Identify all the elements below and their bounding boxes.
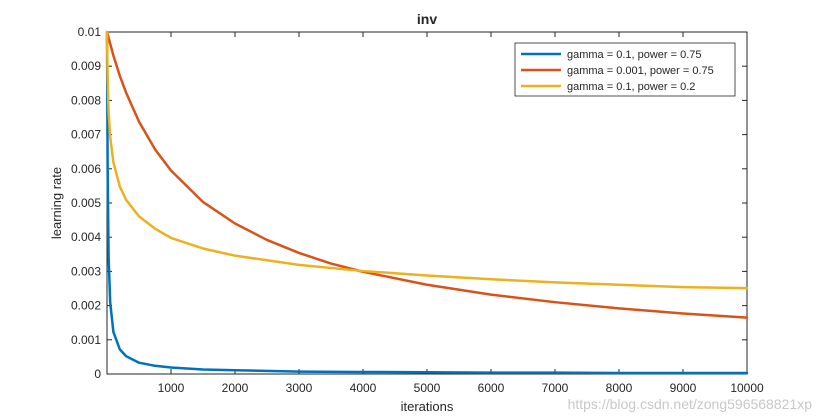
x-tick-label: 8000	[606, 381, 633, 395]
x-tick-label: 10000	[730, 381, 764, 395]
y-tick-label: 0.002	[71, 299, 101, 313]
x-tick-label: 7000	[542, 381, 569, 395]
x-tick-label: 1000	[158, 381, 185, 395]
x-tick-label: 6000	[478, 381, 505, 395]
x-tick-label: 5000	[414, 381, 441, 395]
y-tick-label: 0.005	[71, 196, 101, 210]
series-line-1	[105, 30, 749, 375]
y-tick-label: 0.007	[71, 128, 101, 142]
chart-title: inv	[417, 11, 437, 27]
y-tick-label: 0.004	[71, 230, 101, 244]
y-tick-label: 0	[94, 367, 101, 381]
y-axis-label: learning rate	[49, 167, 64, 239]
x-axis-label: iterations	[401, 399, 454, 414]
watermark-text: https://blog.csdn.net/zong596568821xp	[568, 396, 813, 412]
legend-label-2: gamma = 0.001, power = 0.75	[567, 65, 714, 77]
y-tick-label: 0.003	[71, 264, 101, 278]
series-line-3	[105, 30, 749, 290]
y-tick-label: 0.001	[71, 333, 101, 347]
x-tick-label: 3000	[286, 381, 313, 395]
y-tick-label: 0.01	[78, 25, 102, 39]
x-tick-label: 2000	[222, 381, 249, 395]
legend-label-1: gamma = 0.1, power = 0.75	[567, 49, 702, 61]
legend-label-3: gamma = 0.1, power = 0.2	[567, 81, 695, 93]
legend: gamma = 0.1, power = 0.75 gamma = 0.001, …	[514, 42, 736, 97]
y-axis: 0 0.001 0.002 0.003 0.004 0.005 0.006 0.007 0.00…	[71, 25, 747, 381]
x-tick-label: 9000	[670, 381, 697, 395]
y-tick-label: 0.006	[71, 162, 101, 176]
series-layer	[105, 30, 749, 375]
x-tick-label: 4000	[350, 381, 377, 395]
y-tick-label: 0.009	[71, 59, 101, 73]
y-tick-label: 0.008	[71, 93, 101, 107]
series-line-2	[105, 30, 749, 319]
